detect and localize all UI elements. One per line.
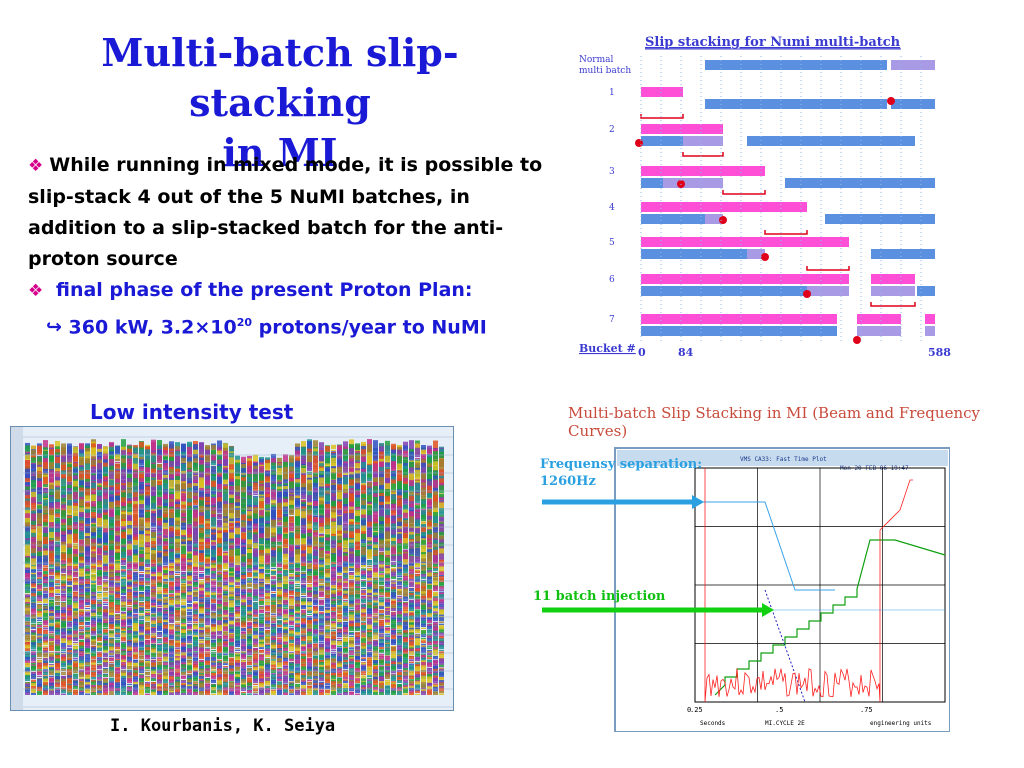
bucket-label: Bucket #: [579, 342, 636, 355]
scope-plot: VMS CA33: Fast Time Plot Mon 20-FEB-06 1…: [533, 447, 950, 732]
injection-arrow-head-icon: [762, 603, 774, 617]
slip-bar: [705, 99, 887, 109]
row-label-multibatch: multi batch: [579, 66, 631, 76]
slip-bar: [747, 249, 765, 259]
arrow-icon: ↪: [46, 316, 62, 339]
scope-header: VMS CA33: Fast Time Plot: [740, 456, 827, 463]
slip-bar: [641, 249, 747, 259]
row-number-2: 2: [609, 125, 615, 135]
slip-marker: [853, 336, 861, 344]
freq-annotation-line2: 1260Hz: [540, 474, 596, 489]
diamond-bullet-icon: ❖: [28, 281, 44, 301]
slip-bar: [891, 60, 935, 70]
low-intensity-waterfall-plot: [10, 426, 454, 711]
injection-annotation: 11 batch injection: [533, 589, 666, 604]
slip-marker: [803, 290, 811, 298]
slip-bar: [857, 326, 901, 336]
bullet-2-text: final phase of the present Proton Plan:: [55, 279, 473, 301]
slip-bar: [641, 214, 705, 224]
slip-bar: [917, 286, 935, 296]
row-number-3: 3: [609, 167, 615, 177]
slip-bar: [641, 286, 807, 296]
slip-bar: [871, 286, 915, 296]
slip-marker: [887, 97, 895, 105]
row-number-7: 7: [609, 315, 615, 325]
scope-footer-mid: MI.CYCLE 2E: [765, 720, 805, 727]
slip-grid: [640, 56, 922, 342]
x-tick-75: .75: [860, 706, 873, 714]
title-line-1: Multi-batch slip-stacking: [101, 30, 459, 125]
bullet-2-exponent: 20: [236, 316, 253, 329]
slip-bracket: [722, 190, 766, 195]
diamond-bullet-icon: ❖: [28, 156, 44, 176]
slip-bracket: [806, 266, 850, 271]
x-tick-zero: 0: [687, 706, 691, 714]
bullet-1: ❖ While running in mixed mode, it is poss…: [28, 150, 558, 275]
slip-diagram-title: Slip stacking for Numi multi-batch: [645, 35, 901, 50]
slip-bracket: [764, 230, 808, 235]
slip-bar: [785, 178, 935, 188]
slip-bar: [641, 274, 849, 284]
bucket-tick-588: 588: [928, 346, 951, 359]
slip-rows: 1 2 3 4 5 6 7: [609, 60, 935, 344]
row-number-6: 6: [609, 275, 615, 285]
x-tick-25: .25: [690, 706, 703, 714]
bullet-2-value-tail: protons/year to NuMI: [252, 316, 487, 339]
slip-marker: [761, 253, 769, 261]
scope-footer-left: Seconds: [700, 720, 726, 727]
freq-arrow-head-icon: [692, 495, 704, 509]
slip-bar: [683, 136, 723, 146]
scope-figure-title: Multi-batch Slip Stacking in MI (Beam an…: [568, 404, 980, 440]
bullet-2-value: 360 kW, 3.2×10: [68, 316, 237, 339]
slip-bar: [641, 136, 683, 146]
slip-bar: [705, 60, 887, 70]
slip-bar: [705, 214, 723, 224]
row-number-4: 4: [609, 203, 615, 213]
slip-bar: [641, 202, 807, 212]
slip-marker: [635, 139, 643, 147]
bullet-list: ❖ While running in mixed mode, it is poss…: [28, 150, 558, 343]
scope-footer-right: engineering units: [870, 720, 932, 727]
slip-bar: [663, 178, 723, 188]
slip-bar: [641, 237, 849, 247]
slip-bar: [807, 286, 849, 296]
slip-bar: [641, 314, 837, 324]
authors: I. Kourbanis, K. Seiya: [110, 716, 336, 736]
slip-bracket: [640, 114, 684, 119]
bucket-tick-84: 84: [678, 346, 694, 359]
slip-bar: [641, 124, 723, 134]
slip-bar: [641, 178, 663, 188]
slip-bar: [641, 326, 837, 336]
slip-bar: [825, 214, 935, 224]
slip-marker: [719, 216, 727, 224]
slip-bar: [871, 274, 915, 284]
waterfall-image: [11, 427, 453, 710]
bucket-tick-0: 0: [638, 346, 646, 359]
slip-bar: [857, 314, 901, 324]
row-number-1: 1: [609, 88, 615, 98]
slip-bar: [925, 314, 935, 324]
slip-bar: [925, 326, 935, 336]
slip-bar: [641, 87, 683, 97]
slip-bracket: [870, 302, 916, 307]
slip-bar: [891, 99, 935, 109]
bullet-1-text: While running in mixed mode, it is possi…: [28, 154, 543, 270]
title-line-2: in MI: [222, 130, 338, 175]
freq-annotation-line1: Frequensy separation:: [540, 457, 702, 472]
slip-bar: [641, 166, 765, 176]
slip-stacking-diagram: Slip stacking for Numi multi-batch Norma…: [579, 35, 951, 359]
low-intensity-caption: Low intensity test: [90, 400, 294, 424]
slide-title: Multi-batch slip-stacking in MI: [20, 28, 540, 178]
slip-bar: [871, 249, 935, 259]
bullet-2: ❖ final phase of the present Proton Plan…: [28, 275, 558, 343]
slip-bar: [747, 136, 915, 146]
row-label-normal: Normal: [579, 55, 613, 65]
slip-bracket: [682, 152, 724, 157]
x-tick-5: .5: [775, 706, 783, 714]
row-number-5: 5: [609, 238, 615, 248]
